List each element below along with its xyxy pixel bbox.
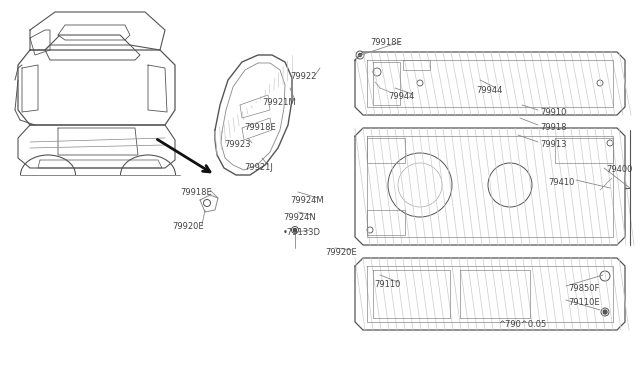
- Text: 79944: 79944: [388, 92, 414, 101]
- Text: 79110: 79110: [374, 280, 401, 289]
- Text: 79944: 79944: [476, 86, 502, 95]
- Text: 79918: 79918: [540, 123, 566, 132]
- Circle shape: [603, 310, 607, 314]
- Circle shape: [294, 228, 296, 231]
- Text: 79924N: 79924N: [283, 213, 316, 222]
- Text: 79918E: 79918E: [370, 38, 402, 47]
- Text: 79410: 79410: [548, 178, 574, 187]
- Text: 79918E: 79918E: [180, 188, 212, 197]
- Circle shape: [358, 54, 362, 57]
- Text: 79921J: 79921J: [244, 163, 273, 172]
- Text: 79918E: 79918E: [244, 123, 276, 132]
- Text: 79913: 79913: [540, 140, 566, 149]
- Text: 79922: 79922: [290, 72, 316, 81]
- Text: 79920E: 79920E: [325, 248, 356, 257]
- Text: 79920E: 79920E: [172, 222, 204, 231]
- Text: 79850F: 79850F: [568, 284, 600, 293]
- Text: 79110E: 79110E: [568, 298, 600, 307]
- Text: 79924M: 79924M: [290, 196, 324, 205]
- Text: ^790^0.05: ^790^0.05: [498, 320, 547, 329]
- Text: 79921M: 79921M: [262, 98, 296, 107]
- Text: 79923: 79923: [224, 140, 250, 149]
- Text: 79910: 79910: [540, 108, 566, 117]
- Text: 79400: 79400: [606, 165, 632, 174]
- Text: •79133D: •79133D: [283, 228, 321, 237]
